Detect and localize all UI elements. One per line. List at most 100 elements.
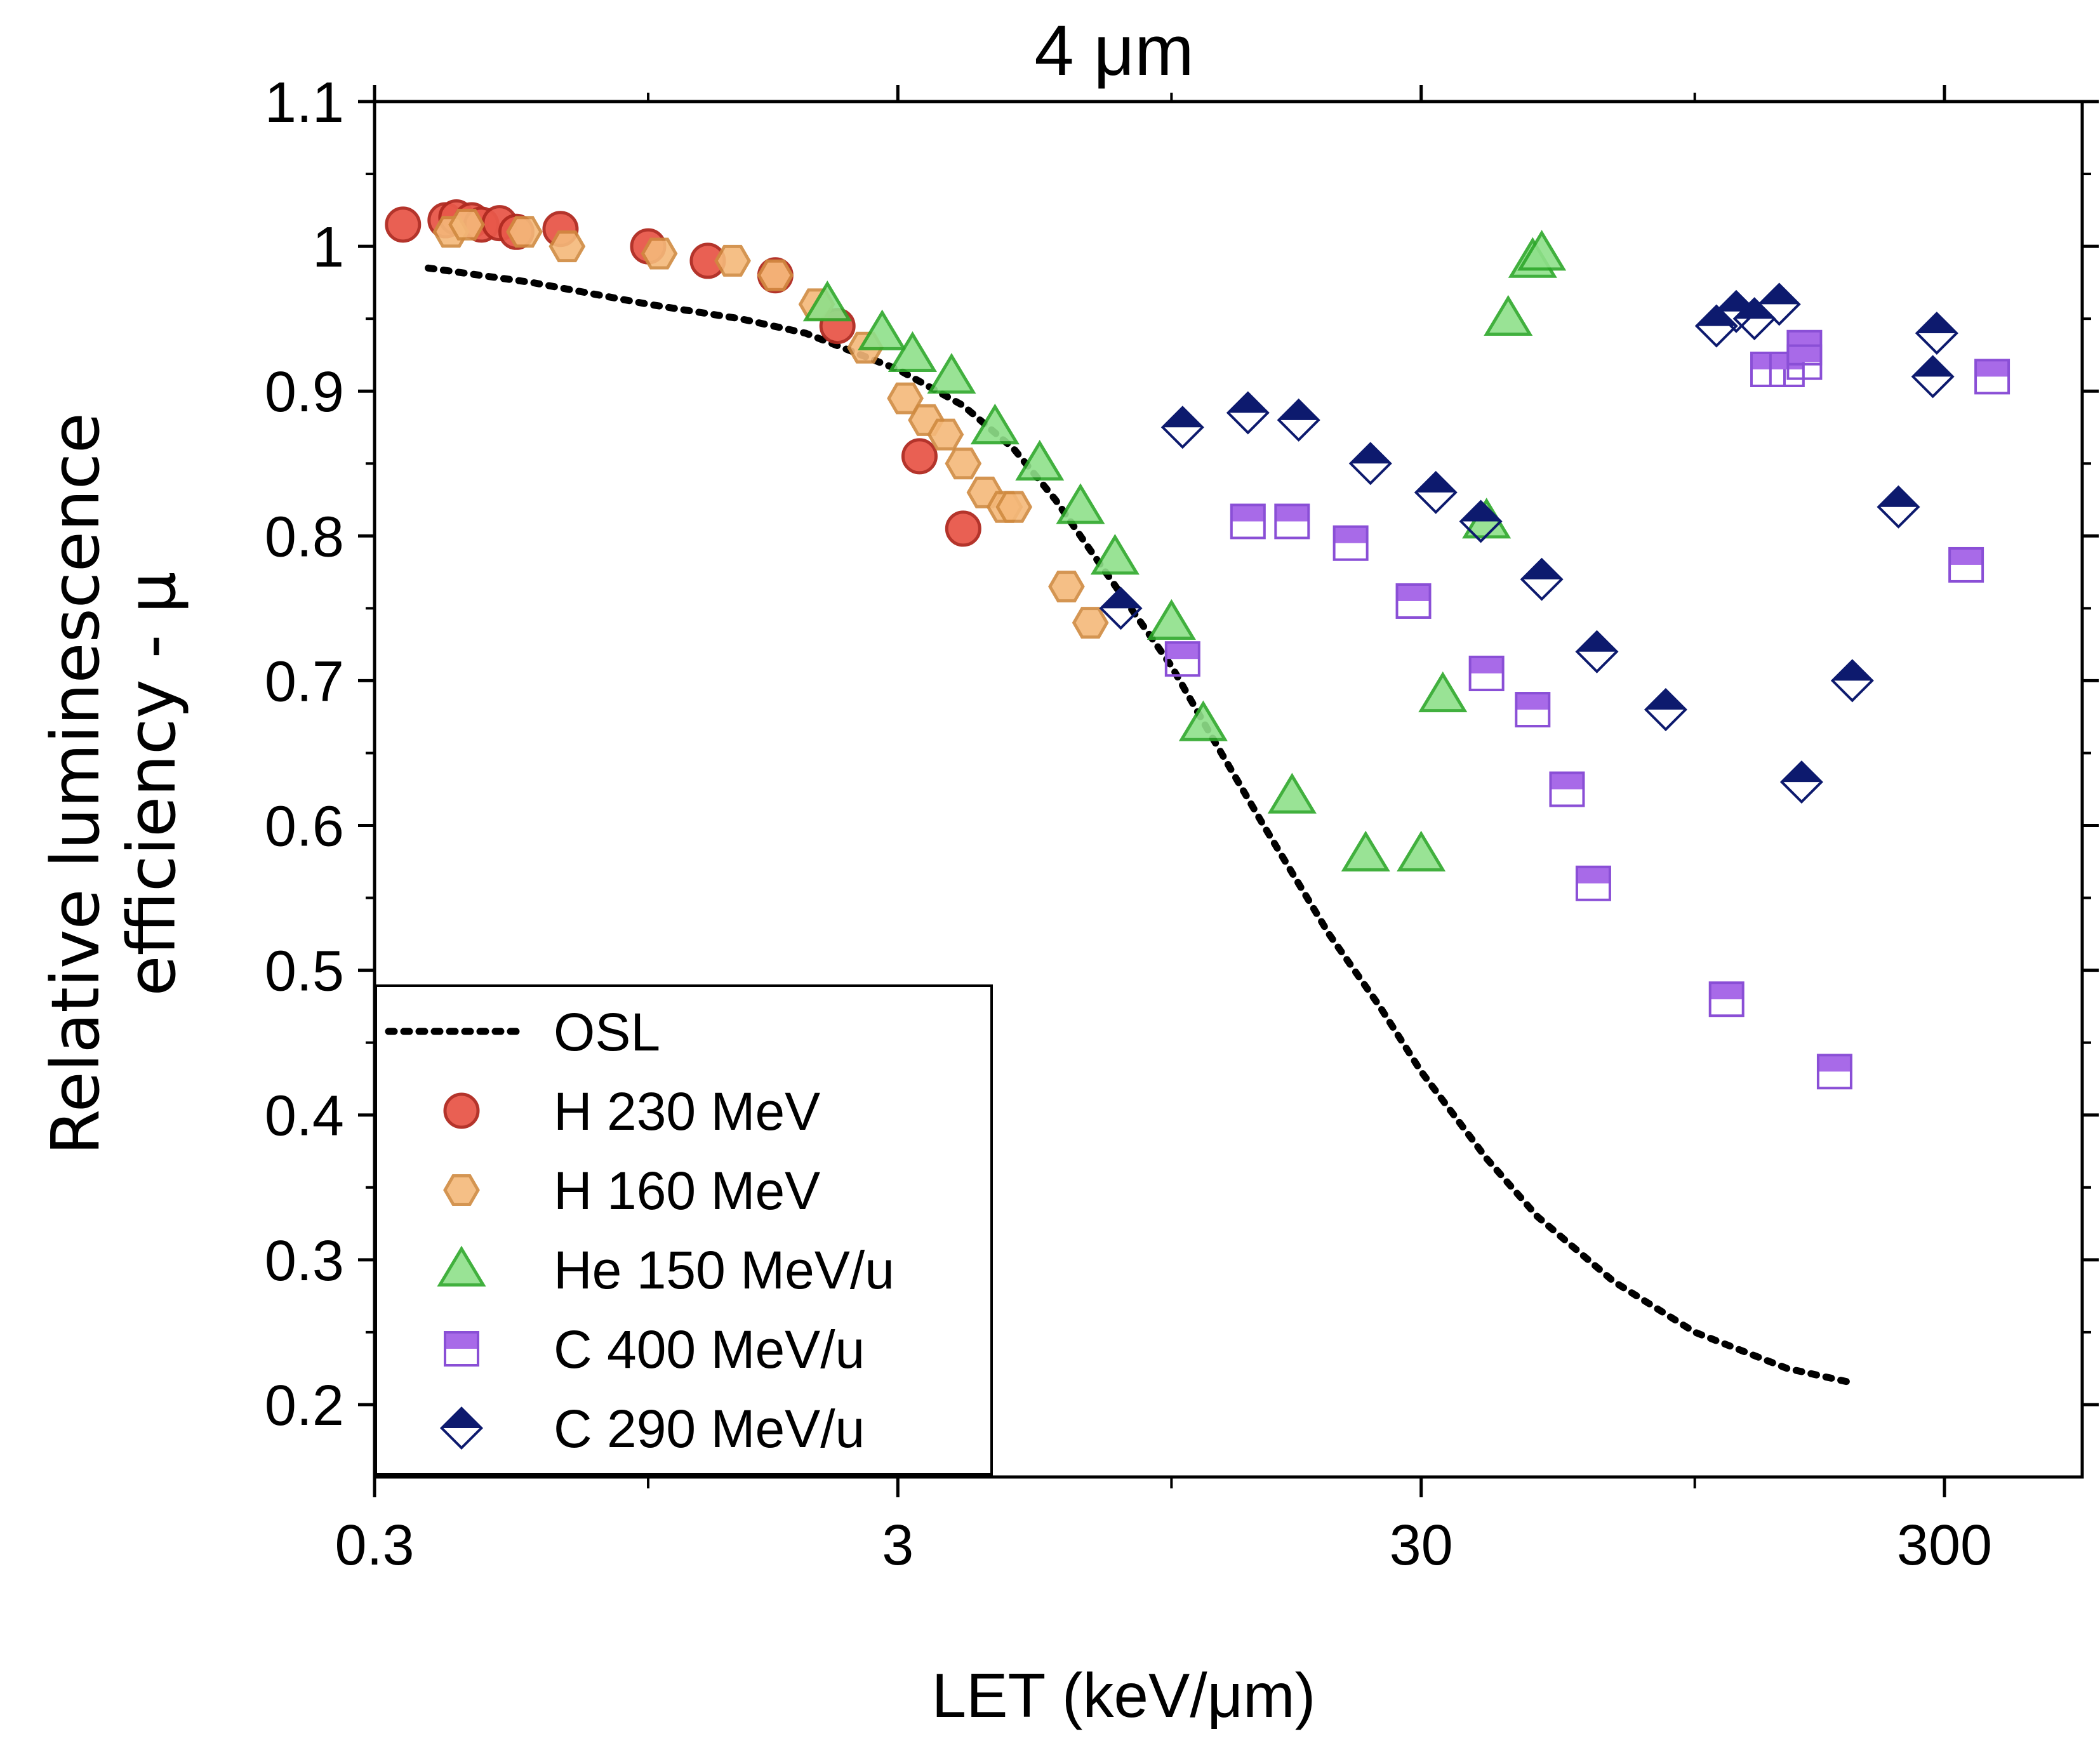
h160-point: [1072, 607, 1109, 639]
c290-point-top-half: [1781, 762, 1822, 783]
he150-point: [1015, 439, 1065, 481]
legend-item: H 160 MeV: [443, 1161, 820, 1221]
c290-point: [1830, 659, 1874, 703]
c400-point-top-half: [1166, 642, 1199, 659]
c400-point-outline: [1332, 525, 1369, 561]
c400-point-top-half: [1334, 526, 1367, 543]
h230-point: [385, 206, 422, 243]
c290-point-outline: [1779, 760, 1823, 804]
c290-point: [1459, 500, 1503, 543]
he150-point: [1517, 230, 1567, 271]
c400-point: [1515, 692, 1551, 728]
c290-point-top-half: [1416, 472, 1456, 493]
c290-point-outline: [1644, 688, 1687, 732]
c400-point-top-half: [1516, 693, 1550, 710]
legend-item: C 290 MeV/u: [439, 1399, 865, 1459]
y-tick-label: 0.3: [265, 1229, 344, 1293]
c290-point: [1911, 355, 1955, 399]
he150-point: [1397, 830, 1446, 872]
c290-point: [1644, 688, 1687, 732]
y-tick-label: 0.5: [265, 940, 344, 1003]
c400-point-outline: [1164, 641, 1200, 677]
c290-point-top-half: [1913, 357, 1953, 377]
he150-point: [887, 331, 937, 373]
c290-point: [1277, 398, 1320, 442]
c400-point: [1948, 546, 1984, 583]
c400-point-outline: [1974, 359, 2010, 395]
c400-point-outline: [444, 1331, 479, 1367]
y-axis-label-line-2: efficiency - μ: [113, 571, 190, 996]
legend-item: He 150 MeV/u: [437, 1240, 894, 1300]
c400-point-top-half: [1397, 584, 1430, 601]
c290-point-top-half: [1461, 501, 1501, 522]
y-tick-label: 1: [312, 216, 344, 279]
c400-point: [1786, 344, 1823, 380]
c290-point-top-half: [1522, 559, 1562, 579]
c290-point-top-half: [1101, 588, 1141, 609]
c290-point-outline: [1099, 586, 1143, 630]
y-axis-label-line-1: Relative luminescence: [37, 413, 114, 1155]
h160-point: [995, 491, 1033, 523]
c290-point-outline: [1348, 442, 1392, 486]
c400-point-outline: [1230, 503, 1266, 540]
h160-point: [945, 447, 982, 480]
legend-item: OSL: [385, 1002, 660, 1062]
points-c-400-mev-u: [1164, 329, 2010, 1090]
c290-point-outline: [1459, 500, 1503, 543]
c290-point-outline: [1757, 282, 1801, 326]
x-tick-label: 30: [1390, 1514, 1453, 1577]
c290-point-outline: [1830, 659, 1874, 703]
h160-point: [448, 208, 486, 241]
c400-point: [1816, 1054, 1852, 1090]
c400-point-top-half: [1550, 772, 1584, 790]
c290-point: [1160, 406, 1204, 449]
c290-point-outline: [1915, 311, 1958, 355]
y-axis-label: Relative luminescence efficiency - μ: [37, 413, 190, 1155]
y-tick-label: 1.1: [265, 71, 344, 135]
c400-point-top-half: [1470, 657, 1503, 674]
series-osl: [425, 264, 1856, 1387]
c400-point: [1274, 503, 1310, 540]
c290-point-top-half: [1917, 313, 1957, 333]
legend-item: H 230 MeV: [443, 1082, 820, 1141]
h230-point: [945, 510, 981, 547]
c290-point-top-half: [1577, 632, 1617, 652]
c290-point-top-half: [1832, 661, 1873, 681]
legend-label: OSL: [554, 1002, 660, 1062]
he150-point: [1484, 295, 1533, 336]
y-tick-label: 0.4: [265, 1085, 344, 1148]
c400-point-top-half: [1576, 866, 1610, 884]
legend-label: He 150 MeV/u: [554, 1240, 894, 1300]
c290-point: [1757, 282, 1801, 326]
legend-label: H 230 MeV: [554, 1082, 820, 1141]
c400-point-top-half: [1231, 505, 1265, 522]
c290-point: [1348, 442, 1392, 486]
c400-point: [1395, 583, 1432, 619]
x-tick-label: 3: [882, 1514, 914, 1577]
h160-point: [548, 230, 586, 263]
c290-point-outline: [1877, 485, 1920, 529]
he150-point: [1341, 830, 1390, 872]
points-h-230-mev: [385, 199, 981, 547]
c290-point: [1575, 630, 1619, 673]
legend-label: H 160 MeV: [554, 1161, 820, 1221]
c400-point-top-half: [445, 1332, 478, 1349]
he150-point: [927, 353, 976, 394]
h160-point: [714, 244, 751, 277]
c400-point-top-half: [1976, 360, 2009, 377]
c290-point-outline: [1575, 630, 1619, 673]
h160-point: [927, 418, 964, 451]
x-axis-label: LET (keV/μm): [932, 1660, 1316, 1730]
c290-point: [1414, 470, 1458, 514]
c400-point-top-half: [1710, 983, 1743, 1000]
osl-curve: [425, 264, 1856, 1387]
c400-point-outline: [1816, 1054, 1852, 1090]
plot-frame: [373, 100, 2084, 1479]
c290-point-outline: [1911, 355, 1955, 399]
c400-point: [1230, 503, 1266, 540]
c400-point-outline: [1948, 546, 1984, 583]
points-h-160-mev: [432, 208, 1109, 639]
legend-label: C 290 MeV/u: [554, 1399, 865, 1459]
c290-point-outline: [1414, 470, 1458, 514]
